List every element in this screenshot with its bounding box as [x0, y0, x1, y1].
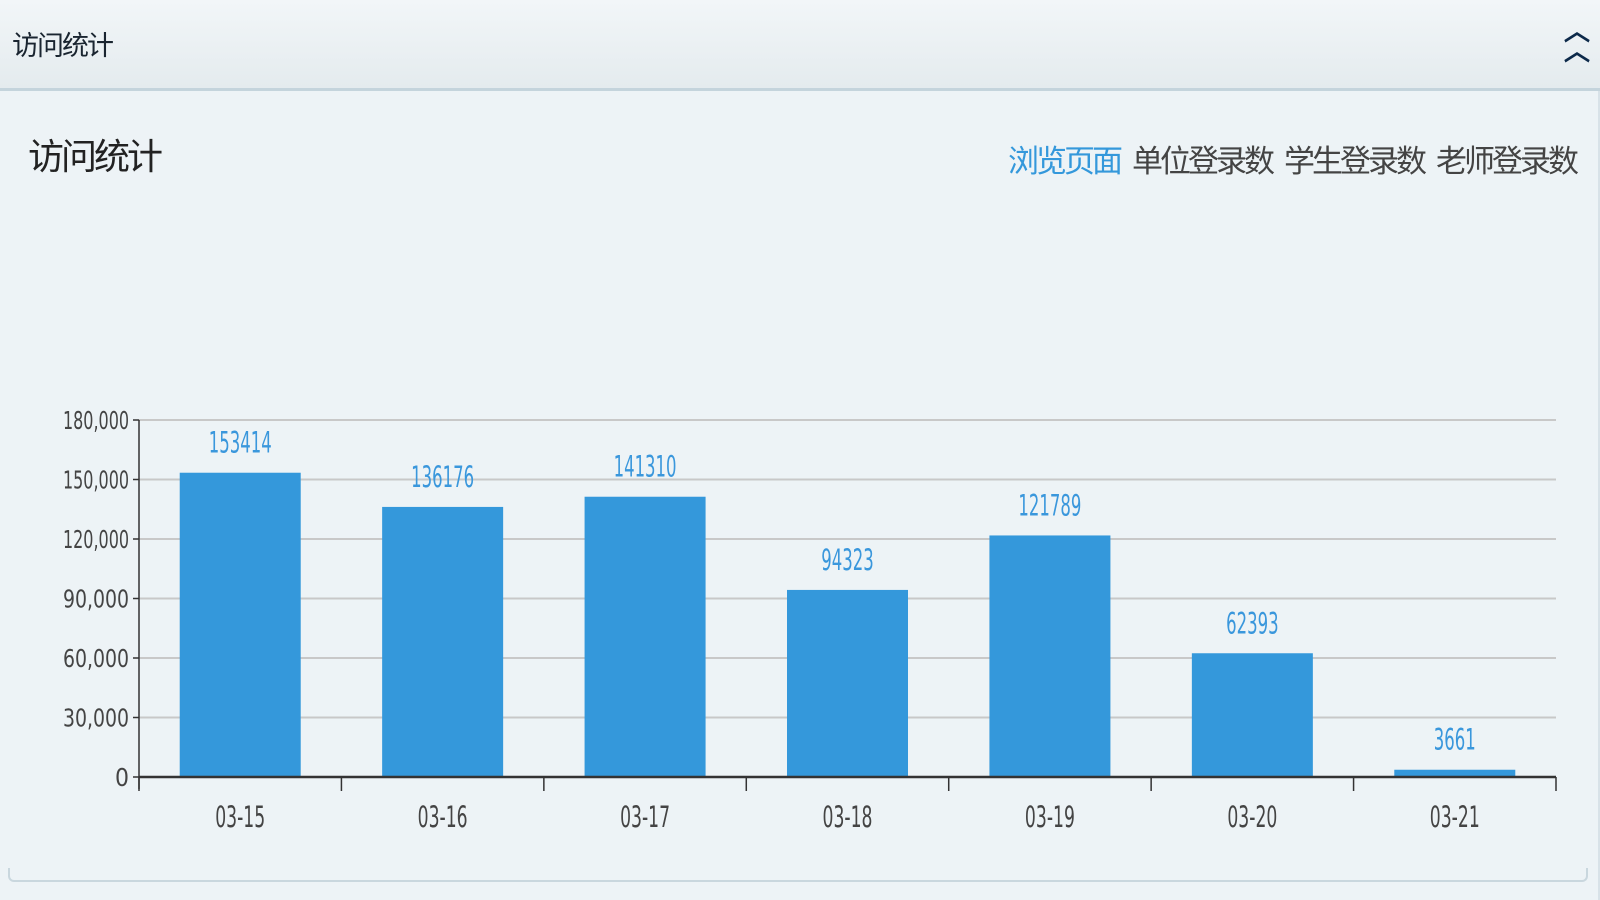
- bar[interactable]: [1394, 769, 1516, 777]
- data-label: 141310: [614, 450, 677, 484]
- legend-page-views[interactable]: 浏览页面: [1008, 144, 1123, 180]
- legend-student-logins[interactable]: 学生登录数: [1284, 144, 1427, 180]
- legend-teacher-logins[interactable]: 老师登录数: [1436, 144, 1579, 180]
- y-tick-label: 90,000: [63, 585, 129, 614]
- panel-header: 访问统计 ︿ ︿: [0, 0, 1600, 91]
- data-label: 121789: [1018, 488, 1081, 522]
- data-label: 153414: [209, 426, 272, 460]
- y-tick-label: 0: [115, 763, 129, 792]
- x-tick-label: 03-21: [1430, 800, 1480, 834]
- double-chevron-up-icon[interactable]: ︿ ︿: [1563, 17, 1590, 67]
- bar[interactable]: [1191, 653, 1313, 777]
- y-tick-label: 60,000: [63, 644, 129, 673]
- data-label: 94323: [821, 543, 874, 577]
- x-tick-label: 03-15: [215, 800, 265, 834]
- data-label: 3661: [1434, 723, 1476, 757]
- x-tick-label: 03-17: [620, 800, 670, 834]
- x-tick-label: 03-19: [1025, 800, 1075, 834]
- panel-title: 访问统计: [12, 31, 114, 62]
- bar[interactable]: [989, 535, 1111, 777]
- x-tick-label: 03-20: [1227, 800, 1277, 834]
- y-tick-label: 30,000: [63, 704, 129, 733]
- chart-title: 访问统计: [28, 137, 163, 178]
- data-label: 62393: [1226, 606, 1279, 640]
- bar[interactable]: [787, 589, 908, 777]
- x-tick-label: 03-18: [823, 800, 873, 834]
- bar[interactable]: [179, 472, 301, 777]
- y-tick-label: 150,000: [63, 466, 129, 495]
- panel-footer: [8, 868, 1588, 882]
- legend-unit-logins[interactable]: 单位登录数: [1132, 144, 1275, 180]
- bar[interactable]: [382, 506, 504, 777]
- legend: 浏览页面 单位登录数 学生登录数 老师登录数: [1008, 136, 1579, 181]
- y-tick-label: 180,000: [63, 406, 129, 435]
- y-tick-label: 120,000: [63, 525, 129, 554]
- data-label: 136176: [411, 460, 474, 494]
- bar[interactable]: [584, 496, 706, 777]
- x-tick-label: 03-16: [418, 800, 468, 834]
